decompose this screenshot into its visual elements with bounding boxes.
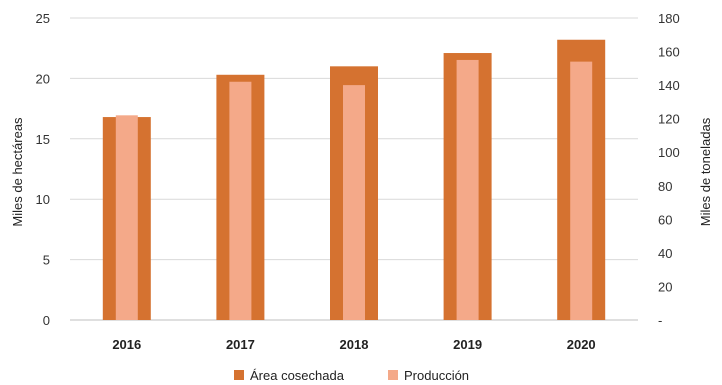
left-tick-label: 25 bbox=[36, 11, 50, 26]
bar-production-2018 bbox=[343, 85, 365, 320]
left-axis-ticks: 0 5 10 15 20 25 bbox=[36, 11, 50, 328]
category-label: 2019 bbox=[453, 337, 482, 352]
right-tick-label: 20 bbox=[658, 279, 672, 294]
category-label: 2018 bbox=[340, 337, 369, 352]
legend-swatch-production bbox=[388, 370, 398, 380]
left-tick-label: 0 bbox=[43, 313, 50, 328]
right-tick-label: 160 bbox=[658, 45, 680, 60]
right-tick-label: - bbox=[658, 313, 662, 328]
left-tick-label: 5 bbox=[43, 253, 50, 268]
right-tick-label: 120 bbox=[658, 112, 680, 127]
bar-production-2020 bbox=[570, 61, 593, 320]
category-label: 2017 bbox=[226, 337, 255, 352]
right-tick-label: 140 bbox=[658, 78, 680, 93]
left-tick-label: 20 bbox=[36, 71, 50, 86]
bar-production-2016 bbox=[115, 115, 138, 320]
legend-label-production: Producción bbox=[404, 368, 469, 383]
y-axis-label-left: Miles de hectáreas bbox=[10, 117, 25, 227]
category-labels: 2016 2017 2018 2019 2020 bbox=[112, 337, 595, 352]
legend-swatch-area bbox=[234, 370, 244, 380]
legend-label-area: Área cosechada bbox=[250, 368, 345, 383]
category-label: 2020 bbox=[567, 337, 596, 352]
bar-production-2019 bbox=[456, 59, 479, 320]
left-tick-label: 15 bbox=[36, 132, 50, 147]
bar-production-2017 bbox=[229, 81, 252, 320]
y-axis-label-right: Miles de toneladas bbox=[698, 117, 713, 226]
right-tick-label: 60 bbox=[658, 212, 672, 227]
left-tick-label: 10 bbox=[36, 192, 50, 207]
right-tick-label: 100 bbox=[658, 145, 680, 160]
bars bbox=[102, 39, 606, 321]
right-axis-ticks: - 20 40 60 80 100 120 140 160 180 bbox=[658, 11, 680, 328]
category-label: 2016 bbox=[112, 337, 141, 352]
right-tick-label: 40 bbox=[658, 246, 672, 261]
right-tick-label: 80 bbox=[658, 179, 672, 194]
right-tick-label: 180 bbox=[658, 11, 680, 26]
legend: Área cosechada Producción bbox=[234, 368, 469, 383]
